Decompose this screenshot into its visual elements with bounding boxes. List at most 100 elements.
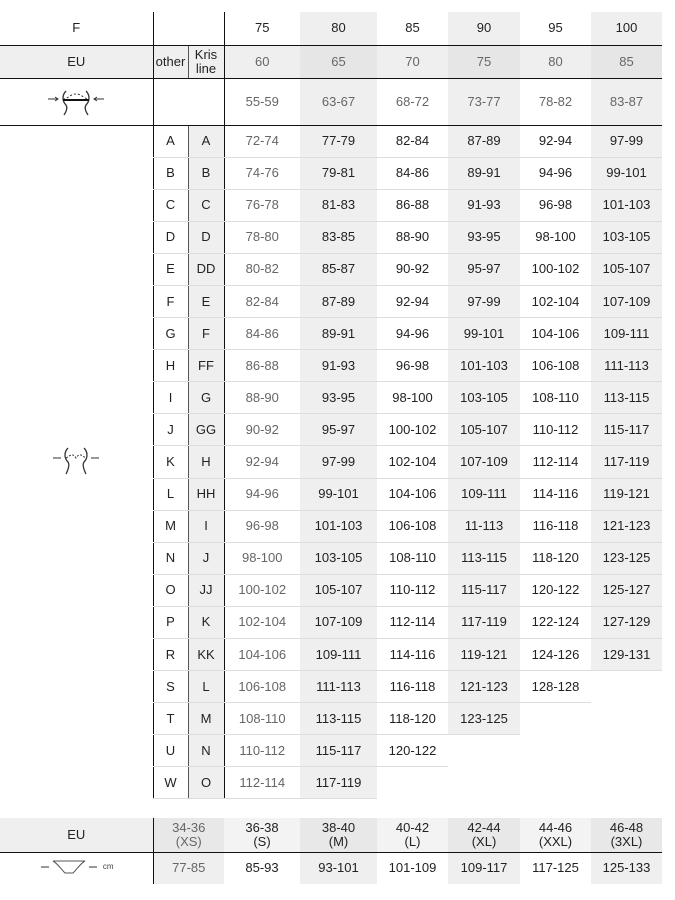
band-header: 100 [591,12,662,46]
bust-value: 102-104 [377,445,448,479]
cup-krisline: D [187,221,224,254]
bust-value: 100-102 [377,413,448,447]
briefs-hip-value: 93-101 [300,852,377,884]
underbust-value: 78-82 [520,78,591,126]
cup-row: I G 88-90 93-95 98-100 103-105 108-110 113-115 [0,381,662,415]
bust-value: 84-86 [377,157,448,190]
cup-other: T [152,702,188,736]
bust-value: 120-122 [377,734,448,768]
label-eu: EU [0,45,153,79]
bust-value: 97-99 [591,125,662,158]
bust-value: 72-74 [223,125,300,158]
bust-value [520,735,591,767]
briefs-size: 38-40 (M) [300,818,377,853]
bust-value: 103-105 [591,221,662,254]
bust-value [591,767,662,799]
cup-row: W O 112-114 117-119 [0,766,662,800]
bust-value: 108-110 [223,702,300,736]
band-header: 95 [520,12,591,46]
cup-row: H FF 86-88 91-93 96-98 101-103 106-108 111-113 [0,349,662,383]
bust-value: 111-113 [300,670,377,704]
bust-value: 125-127 [591,574,662,607]
briefs-size: 36-38 (S) [224,818,300,853]
bust-value: 81-83 [300,189,377,222]
bust-value: 117-119 [300,766,377,800]
cup-other: A [152,125,188,158]
cup-row: P K 102-104 107-109 112-114 117-119 122-124 127… [0,606,662,640]
cup-row: A A 72-74 77-79 82-84 87-89 92-94 97-99 [0,125,662,475]
cup-row: F E 82-84 87-89 92-94 97-99 102-104 107-109 [0,285,662,319]
cup-other: H [152,349,188,383]
cup-krisline: JJ [187,574,224,607]
underbust-value: 63-67 [300,78,377,126]
bust-value: 92-94 [520,125,591,158]
cup-other: R [152,638,188,672]
briefs-hip-value: 109-117 [448,852,520,884]
cup-other: F [152,285,188,319]
cup-krisline: A [187,125,224,158]
bust-value: 93-95 [300,381,377,415]
bust-value: 98-100 [223,542,300,575]
bust-value: 105-107 [591,253,662,286]
bust-value [591,703,662,735]
underbust-value: 83-87 [591,78,662,126]
bust-value: 74-76 [223,157,300,190]
underbust-row: 55-59 63-67 68-72 73-77 78-82 83-87 [0,78,662,126]
cup-krisline: I [187,510,224,543]
bust-value: 124-126 [520,638,591,672]
other-header: other [152,45,188,79]
label-f: F [0,12,153,46]
bust-value: 99-101 [591,157,662,190]
cup-krisline: FF [187,349,224,383]
cup-krisline: K [187,606,224,640]
bust-value: 88-90 [377,221,448,254]
bust-value: 90-92 [223,413,300,447]
bust-value [448,767,520,799]
bust-value: 109-111 [591,317,662,351]
cup-krisline: C [187,189,224,222]
bust-value: 112-114 [377,606,448,640]
bust-value: 118-120 [520,542,591,575]
cup-other: J [152,413,188,447]
bust-value: 98-100 [377,381,448,415]
cup-row: E DD 80-82 85-87 90-92 95-97 100-102 105-107 [0,253,662,286]
briefs-size-table: EU 34-36 (XS) 36-38 (S) 38-40 (M) 40-42 (L) 42-44… [0,818,662,884]
eu-band: 85 [591,45,662,79]
cup-krisline: H [187,445,224,479]
bust-value: 121-123 [591,510,662,543]
bust-value [448,735,520,767]
cup-krisline: J [187,542,224,575]
bust-value: 105-107 [300,574,377,607]
bust-value: 89-91 [300,317,377,351]
bust-value: 116-118 [520,510,591,543]
cup-krisline: HH [187,478,224,511]
bust-value: 114-116 [377,638,448,672]
bust-value: 104-106 [223,638,300,672]
bust-measure-icon [0,125,153,799]
cup-row: D D 78-80 83-85 88-90 93-95 98-100 103-105 [0,221,662,254]
bust-value: 117-119 [448,606,520,640]
bust-value: 101-103 [448,349,520,383]
bust-value [591,735,662,767]
bust-value: 115-117 [448,574,520,607]
bust-value [377,767,448,799]
bust-value [520,703,591,735]
bust-value: 78-80 [223,221,300,254]
bust-value: 109-111 [300,638,377,672]
bust-value: 119-121 [448,638,520,672]
bust-value: 80-82 [223,253,300,286]
cup-row: T M 108-110 113-115 118-120 123-125 [0,702,662,736]
band-header: 75 [223,12,300,46]
bust-value: 112-114 [223,766,300,800]
bust-value: 11-113 [448,510,520,543]
bust-value: 82-84 [377,125,448,158]
cup-other: U [152,734,188,768]
bust-value: 86-88 [377,189,448,222]
bust-value: 128-128 [520,670,591,704]
bust-value: 85-87 [300,253,377,286]
bust-value [591,671,662,703]
bust-value: 100-102 [223,574,300,607]
cup-other: E [152,253,188,286]
bust-value: 90-92 [377,253,448,286]
bust-value: 99-101 [448,317,520,351]
